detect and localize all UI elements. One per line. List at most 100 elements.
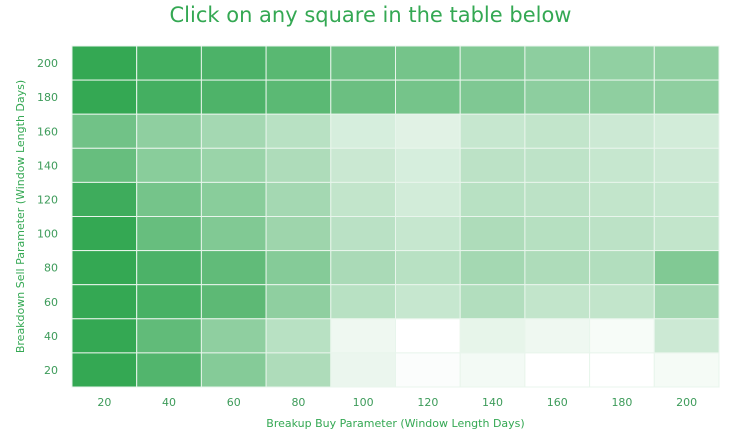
heatmap-cell-buy20-sell180[interactable] xyxy=(71,79,138,115)
heatmap-cell-buy120-sell160[interactable] xyxy=(395,113,461,149)
heatmap-cell-buy100-sell60[interactable] xyxy=(330,284,396,320)
heatmap-cell-buy180-sell20[interactable] xyxy=(589,352,655,388)
heatmap-cell-buy60-sell80[interactable] xyxy=(200,250,267,286)
heatmap-cell-buy160-sell80[interactable] xyxy=(524,250,591,286)
heatmap-cell-buy60-sell200[interactable] xyxy=(200,45,267,81)
heatmap-cell-buy20-sell80[interactable] xyxy=(71,250,138,286)
heatmap-cell-buy40-sell120[interactable] xyxy=(136,181,202,217)
heatmap-cell-buy160-sell120[interactable] xyxy=(524,181,591,217)
heatmap-cell-buy80-sell80[interactable] xyxy=(265,250,332,286)
heatmap-cell-buy60-sell140[interactable] xyxy=(200,147,267,183)
heatmap-cell-buy200-sell20[interactable] xyxy=(653,352,720,388)
heatmap-cell-buy180-sell100[interactable] xyxy=(589,216,655,252)
heatmap-cell-buy20-sell60[interactable] xyxy=(71,284,138,320)
heatmap-cell-buy180-sell200[interactable] xyxy=(589,45,655,81)
heatmap-cell-buy140-sell100[interactable] xyxy=(459,216,526,252)
heatmap-cell-buy80-sell200[interactable] xyxy=(265,45,332,81)
heatmap-cell-buy160-sell100[interactable] xyxy=(524,216,591,252)
heatmap-cell-buy60-sell100[interactable] xyxy=(200,216,267,252)
heatmap-cell-buy40-sell60[interactable] xyxy=(136,284,202,320)
heatmap-cell-buy140-sell20[interactable] xyxy=(459,352,526,388)
heatmap-cell-buy120-sell40[interactable] xyxy=(395,318,461,354)
heatmap-cell-buy180-sell160[interactable] xyxy=(589,113,655,149)
heatmap-cell-buy160-sell160[interactable] xyxy=(524,113,591,149)
heatmap-cell-buy100-sell80[interactable] xyxy=(330,250,396,286)
heatmap-cell-buy40-sell200[interactable] xyxy=(136,45,202,81)
heatmap-cell-buy140-sell160[interactable] xyxy=(459,113,526,149)
heatmap-cell-buy100-sell100[interactable] xyxy=(330,216,396,252)
heatmap-cell-buy200-sell60[interactable] xyxy=(653,284,720,320)
heatmap-cell-buy100-sell180[interactable] xyxy=(330,79,396,115)
heatmap-cell-buy160-sell140[interactable] xyxy=(524,147,591,183)
heatmap-cell-buy20-sell200[interactable] xyxy=(71,45,138,81)
heatmap-cell-buy200-sell180[interactable] xyxy=(653,79,720,115)
heatmap-cell-buy180-sell40[interactable] xyxy=(589,318,655,354)
heatmap-cell-buy140-sell140[interactable] xyxy=(459,147,526,183)
heatmap-cell-buy20-sell40[interactable] xyxy=(71,318,138,354)
heatmap-cell-buy40-sell80[interactable] xyxy=(136,250,202,286)
heatmap-cell-buy160-sell200[interactable] xyxy=(524,45,591,81)
heatmap-cell-buy120-sell20[interactable] xyxy=(395,352,461,388)
heatmap-cell-buy80-sell140[interactable] xyxy=(265,147,332,183)
heatmap-cell-buy60-sell180[interactable] xyxy=(200,79,267,115)
heatmap-cell-buy200-sell120[interactable] xyxy=(653,181,720,217)
heatmap-cell-buy120-sell180[interactable] xyxy=(395,79,461,115)
heatmap-cell-buy140-sell40[interactable] xyxy=(459,318,526,354)
heatmap-cell-buy100-sell140[interactable] xyxy=(330,147,396,183)
heatmap-cell-buy120-sell100[interactable] xyxy=(395,216,461,252)
heatmap-cell-buy40-sell180[interactable] xyxy=(136,79,202,115)
heatmap-cell-buy120-sell60[interactable] xyxy=(395,284,461,320)
heatmap-cell-buy120-sell200[interactable] xyxy=(395,45,461,81)
heatmap-cell-buy180-sell120[interactable] xyxy=(589,181,655,217)
heatmap-cell-buy160-sell40[interactable] xyxy=(524,318,591,354)
heatmap-cell-buy60-sell40[interactable] xyxy=(200,318,267,354)
heatmap-cell-buy180-sell60[interactable] xyxy=(589,284,655,320)
heatmap-cell-buy120-sell120[interactable] xyxy=(395,181,461,217)
heatmap-cell-buy60-sell160[interactable] xyxy=(200,113,267,149)
heatmap-cell-buy200-sell40[interactable] xyxy=(653,318,720,354)
heatmap-cell-buy180-sell80[interactable] xyxy=(589,250,655,286)
heatmap-cell-buy180-sell180[interactable] xyxy=(589,79,655,115)
heatmap-cell-buy140-sell200[interactable] xyxy=(459,45,526,81)
heatmap-cell-buy60-sell60[interactable] xyxy=(200,284,267,320)
heatmap-cell-buy80-sell160[interactable] xyxy=(265,113,332,149)
heatmap-cell-buy100-sell120[interactable] xyxy=(330,181,396,217)
heatmap-cell-buy40-sell40[interactable] xyxy=(136,318,202,354)
heatmap-cell-buy140-sell120[interactable] xyxy=(459,181,526,217)
heatmap-cell-buy140-sell60[interactable] xyxy=(459,284,526,320)
heatmap-cell-buy140-sell80[interactable] xyxy=(459,250,526,286)
heatmap-cell-buy140-sell180[interactable] xyxy=(459,79,526,115)
heatmap-cell-buy80-sell180[interactable] xyxy=(265,79,332,115)
heatmap-cell-buy80-sell120[interactable] xyxy=(265,181,332,217)
heatmap-cell-buy80-sell40[interactable] xyxy=(265,318,332,354)
heatmap-cell-buy120-sell140[interactable] xyxy=(395,147,461,183)
heatmap-cell-buy80-sell20[interactable] xyxy=(265,352,332,388)
heatmap-cell-buy60-sell20[interactable] xyxy=(200,352,267,388)
heatmap-cell-buy100-sell160[interactable] xyxy=(330,113,396,149)
heatmap-cell-buy20-sell160[interactable] xyxy=(71,113,138,149)
heatmap-cell-buy160-sell20[interactable] xyxy=(524,352,591,388)
heatmap-cell-buy20-sell120[interactable] xyxy=(71,181,138,217)
heatmap-cell-buy200-sell200[interactable] xyxy=(653,45,720,81)
heatmap-cell-buy40-sell140[interactable] xyxy=(136,147,202,183)
heatmap-cell-buy60-sell120[interactable] xyxy=(200,181,267,217)
heatmap-cell-buy40-sell20[interactable] xyxy=(136,352,202,388)
heatmap-cell-buy120-sell80[interactable] xyxy=(395,250,461,286)
heatmap-cell-buy20-sell100[interactable] xyxy=(71,216,138,252)
heatmap-cell-buy40-sell100[interactable] xyxy=(136,216,202,252)
heatmap-cell-buy40-sell160[interactable] xyxy=(136,113,202,149)
heatmap-cell-buy160-sell60[interactable] xyxy=(524,284,591,320)
heatmap-cell-buy180-sell140[interactable] xyxy=(589,147,655,183)
heatmap-cell-buy200-sell160[interactable] xyxy=(653,113,720,149)
heatmap-cell-buy200-sell100[interactable] xyxy=(653,216,720,252)
heatmap-cell-buy100-sell20[interactable] xyxy=(330,352,396,388)
heatmap-cell-buy200-sell80[interactable] xyxy=(653,250,720,286)
heatmap-cell-buy100-sell200[interactable] xyxy=(330,45,396,81)
heatmap-cell-buy20-sell20[interactable] xyxy=(71,352,138,388)
heatmap-cell-buy80-sell100[interactable] xyxy=(265,216,332,252)
heatmap-cell-buy160-sell180[interactable] xyxy=(524,79,591,115)
heatmap-cell-buy80-sell60[interactable] xyxy=(265,284,332,320)
heatmap-cell-buy200-sell140[interactable] xyxy=(653,147,720,183)
heatmap-cell-buy20-sell140[interactable] xyxy=(71,147,138,183)
heatmap-cell-buy100-sell40[interactable] xyxy=(330,318,396,354)
